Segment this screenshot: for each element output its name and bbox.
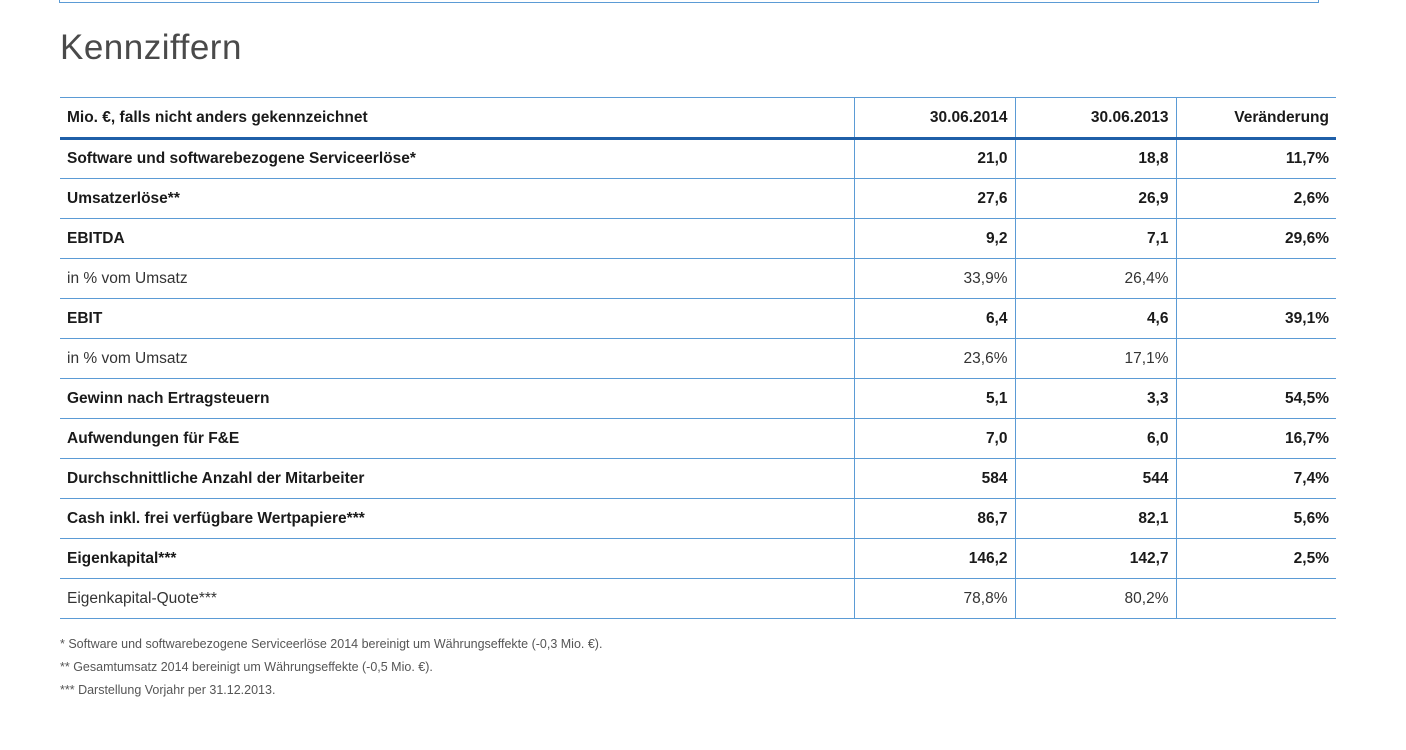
- header-2014: 30.06.2014: [853, 97, 1015, 140]
- value-2013: 26,9: [1014, 178, 1176, 219]
- top-frame-box: [59, 0, 1319, 3]
- header-2013: 30.06.2013: [1014, 97, 1176, 140]
- table-row: Software und softwarebezogene Serviceerl…: [60, 138, 1336, 179]
- value-change: 2,6%: [1175, 178, 1336, 219]
- row-label: Gewinn nach Ertragsteuern: [60, 378, 854, 419]
- value-2014: 27,6: [853, 178, 1015, 219]
- row-label: Cash inkl. frei verfügbare Wertpapiere**…: [60, 498, 854, 539]
- kpi-table: Mio. €, falls nicht anders gekennzeichne…: [60, 97, 1336, 619]
- value-2013: 3,3: [1014, 378, 1176, 419]
- value-2013: 26,4%: [1014, 258, 1176, 299]
- footnote-1: * Software und softwarebezogene Servicee…: [60, 637, 603, 651]
- row-label: Eigenkapital-Quote***: [60, 578, 854, 619]
- table-row: Gewinn nach Ertragsteuern 5,1 3,3 54,5%: [60, 378, 1336, 419]
- value-2014: 584: [853, 458, 1015, 499]
- value-change: 7,4%: [1175, 458, 1336, 499]
- value-2014: 146,2: [853, 538, 1015, 579]
- row-label: Aufwendungen für F&E: [60, 418, 854, 459]
- value-2013: 17,1%: [1014, 338, 1176, 379]
- value-2014: 33,9%: [853, 258, 1015, 299]
- value-2014: 7,0: [853, 418, 1015, 459]
- table-row: Durchschnittliche Anzahl der Mitarbeiter…: [60, 458, 1336, 499]
- value-change: [1175, 338, 1336, 379]
- table-row: EBIT 6,4 4,6 39,1%: [60, 298, 1336, 339]
- footnotes: * Software und softwarebezogene Servicee…: [60, 633, 602, 702]
- page-title: Kennziffern: [60, 28, 242, 67]
- value-change: 2,5%: [1175, 538, 1336, 579]
- row-label: Durchschnittliche Anzahl der Mitarbeiter: [60, 458, 854, 499]
- table-row: Cash inkl. frei verfügbare Wertpapiere**…: [60, 498, 1336, 539]
- value-2013: 18,8: [1014, 138, 1176, 179]
- value-2014: 6,4: [853, 298, 1015, 339]
- footnote-3: *** Darstellung Vorjahr per 31.12.2013.: [60, 683, 276, 697]
- row-label: Umsatzerlöse**: [60, 178, 854, 219]
- table-row: Umsatzerlöse** 27,6 26,9 2,6%: [60, 178, 1336, 219]
- row-label: Software und softwarebezogene Serviceerl…: [60, 138, 854, 179]
- value-2013: 6,0: [1014, 418, 1176, 459]
- value-change: [1175, 258, 1336, 299]
- table-row: Eigenkapital*** 146,2 142,7 2,5%: [60, 538, 1336, 579]
- value-2014: 9,2: [853, 218, 1015, 259]
- value-2013: 82,1: [1014, 498, 1176, 539]
- value-2014: 23,6%: [853, 338, 1015, 379]
- row-label: EBIT: [60, 298, 854, 339]
- value-2013: 80,2%: [1014, 578, 1176, 619]
- header-change: Veränderung: [1175, 97, 1336, 140]
- table-row: Aufwendungen für F&E 7,0 6,0 16,7%: [60, 418, 1336, 459]
- header-unit: Mio. €, falls nicht anders gekennzeichne…: [60, 97, 854, 140]
- value-2013: 7,1: [1014, 218, 1176, 259]
- value-2014: 86,7: [853, 498, 1015, 539]
- value-change: 29,6%: [1175, 218, 1336, 259]
- value-2014: 21,0: [853, 138, 1015, 179]
- value-change: 54,5%: [1175, 378, 1336, 419]
- table-header-row: Mio. €, falls nicht anders gekennzeichne…: [60, 97, 1336, 140]
- value-change: 16,7%: [1175, 418, 1336, 459]
- value-change: 5,6%: [1175, 498, 1336, 539]
- value-change: 39,1%: [1175, 298, 1336, 339]
- row-label: in % vom Umsatz: [60, 338, 854, 379]
- value-change: 11,7%: [1175, 138, 1336, 179]
- table-row: in % vom Umsatz 33,9% 26,4%: [60, 258, 1336, 299]
- table-row: EBITDA 9,2 7,1 29,6%: [60, 218, 1336, 259]
- table-row: Eigenkapital-Quote*** 78,8% 80,2%: [60, 578, 1336, 619]
- value-2013: 142,7: [1014, 538, 1176, 579]
- value-2013: 544: [1014, 458, 1176, 499]
- value-2014: 5,1: [853, 378, 1015, 419]
- row-label: EBITDA: [60, 218, 854, 259]
- row-label: Eigenkapital***: [60, 538, 854, 579]
- table-row: in % vom Umsatz 23,6% 17,1%: [60, 338, 1336, 379]
- value-2013: 4,6: [1014, 298, 1176, 339]
- value-change: [1175, 578, 1336, 619]
- footnote-2: ** Gesamtumsatz 2014 bereinigt um Währun…: [60, 660, 433, 674]
- row-label: in % vom Umsatz: [60, 258, 854, 299]
- value-2014: 78,8%: [853, 578, 1015, 619]
